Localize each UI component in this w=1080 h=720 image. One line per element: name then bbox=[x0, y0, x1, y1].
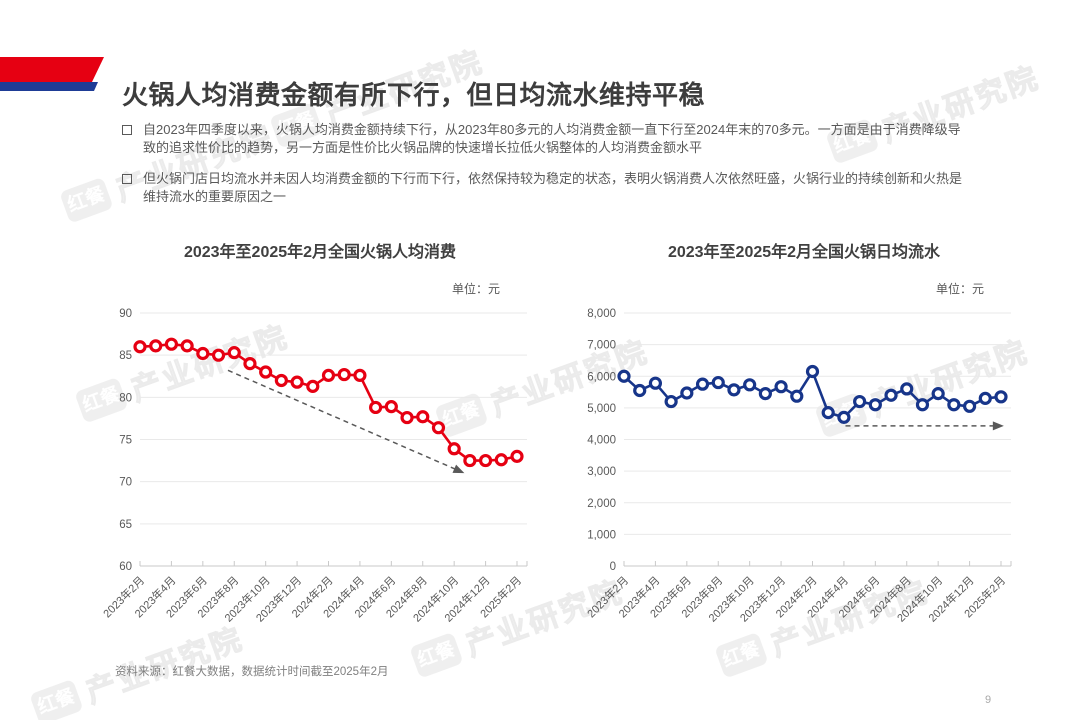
y-axis-label: 75 bbox=[119, 435, 132, 447]
data-point bbox=[664, 394, 678, 409]
title-ribbon bbox=[0, 57, 104, 91]
square-bullet-icon bbox=[122, 125, 132, 135]
data-point bbox=[868, 398, 882, 412]
data-point bbox=[227, 346, 241, 360]
data-point bbox=[478, 453, 493, 468]
data-point bbox=[243, 356, 257, 371]
data-point bbox=[821, 406, 835, 420]
y-axis-label: 85 bbox=[119, 350, 132, 362]
data-point bbox=[931, 387, 945, 401]
bullet-text: 但火锅门店日均流水并未因人均消费金额的下行而下行，依然保持较为稳定的状态，表明火… bbox=[143, 170, 963, 205]
data-point bbox=[900, 382, 914, 396]
y-axis-label: 90 bbox=[119, 308, 132, 320]
trend-arrow-head bbox=[452, 464, 465, 474]
data-point bbox=[790, 389, 804, 403]
chart-title: 2023年至2025年2月全国火锅人均消费 bbox=[183, 244, 457, 261]
data-point bbox=[947, 398, 961, 412]
data-point bbox=[494, 453, 508, 467]
unit-label: 单位：元 bbox=[451, 282, 500, 296]
data-point bbox=[133, 340, 147, 354]
data-point bbox=[400, 410, 414, 425]
y-axis-label: 2,000 bbox=[587, 498, 616, 510]
y-axis-label: 60 bbox=[119, 561, 132, 573]
data-point bbox=[884, 388, 898, 402]
data-point bbox=[384, 400, 398, 414]
data-point bbox=[743, 378, 757, 392]
bullet-item: 但火锅门店日均流水并未因人均消费金额的下行而下行，依然保持较为稳定的状态，表明火… bbox=[122, 170, 970, 207]
line-chart-daily-revenue: 0 1,000 2,000 3,000 4,000 5,000 6,000 7,000 8,00… bbox=[584, 308, 1012, 625]
data-point bbox=[680, 386, 694, 400]
y-axis-label: 5,000 bbox=[587, 403, 616, 415]
data-point bbox=[164, 337, 179, 351]
page-number: 9 bbox=[985, 694, 992, 706]
bullet-list: 自2023年四季度以来，火锅人均消费金额持续下行，从2023年80多元的人均消费… bbox=[122, 121, 970, 219]
page-title: 火锅人均消费金额有所下行，但日均流水维持平稳 bbox=[122, 80, 706, 111]
y-axis-label: 7,000 bbox=[587, 340, 616, 352]
data-point bbox=[510, 449, 524, 463]
data-point bbox=[853, 394, 867, 409]
data-point bbox=[962, 399, 977, 413]
data-point bbox=[915, 398, 930, 412]
line-chart-per-capita-spend: 606570758085902023年2月2023年4月2023年6月2023年… bbox=[100, 308, 528, 625]
bullet-item: 自2023年四季度以来，火锅人均消费金额持续下行，从2023年80多元的人均消费… bbox=[122, 121, 970, 158]
y-axis-label: 1,000 bbox=[587, 529, 616, 541]
data-point bbox=[369, 400, 383, 415]
series-line bbox=[138, 342, 519, 462]
y-axis-label: 0 bbox=[610, 561, 616, 573]
data-point bbox=[774, 380, 788, 394]
data-point bbox=[211, 348, 226, 362]
data-point bbox=[758, 387, 772, 401]
data-point bbox=[274, 373, 288, 388]
data-point bbox=[306, 379, 320, 393]
data-point bbox=[711, 375, 725, 390]
ribbon-blue-shape bbox=[0, 82, 98, 91]
data-point bbox=[695, 377, 710, 391]
unit-label: 单位：元 bbox=[935, 282, 984, 296]
square-bullet-icon bbox=[122, 173, 132, 184]
chart-title: 2023年至2025年2月全国火锅日均流水 bbox=[667, 244, 941, 261]
y-axis-label: 65 bbox=[119, 519, 132, 531]
y-axis-label: 4,000 bbox=[587, 435, 616, 447]
data-point bbox=[149, 339, 163, 353]
data-point bbox=[180, 339, 194, 353]
data-point bbox=[431, 421, 446, 435]
data-point bbox=[837, 410, 851, 424]
y-axis-label: 8,000 bbox=[587, 308, 616, 320]
data-point bbox=[353, 368, 367, 383]
data-point bbox=[321, 368, 336, 383]
data-source-note: 资料来源：红餐大数据，数据统计时间截至2025年2月 bbox=[115, 666, 389, 678]
data-point bbox=[648, 376, 663, 390]
ribbon-red-shape bbox=[0, 57, 104, 82]
chart-per-capita-spend: 2023年至2025年2月全国火锅人均消费 单位：元 60 65 70 75 80 85 9… bbox=[85, 228, 555, 658]
trend-arrow-head bbox=[992, 421, 1004, 431]
bullet-text: 自2023年四季度以来，火锅人均消费金额持续下行，从2023年80多元的人均消费… bbox=[143, 122, 961, 156]
data-point bbox=[978, 391, 992, 405]
data-point bbox=[337, 367, 351, 382]
data-point bbox=[447, 442, 461, 456]
y-axis-label: 6,000 bbox=[587, 371, 616, 383]
data-point bbox=[994, 390, 1008, 404]
data-point bbox=[259, 365, 273, 379]
data-point bbox=[633, 383, 647, 398]
data-point bbox=[196, 346, 210, 361]
data-point bbox=[463, 453, 477, 468]
data-point bbox=[416, 410, 430, 424]
y-axis-label: 3,000 bbox=[587, 466, 616, 478]
chart-daily-revenue: 2023年至2025年2月全国火锅日均流水 单位：元 0 1,000 2,000 3,… bbox=[569, 228, 1039, 658]
data-point bbox=[805, 364, 820, 379]
data-point bbox=[290, 375, 304, 389]
y-axis-label: 80 bbox=[119, 392, 132, 404]
data-point bbox=[617, 369, 631, 383]
data-point bbox=[727, 383, 741, 397]
y-axis-label: 70 bbox=[119, 477, 132, 489]
trend-arrow bbox=[227, 369, 460, 472]
